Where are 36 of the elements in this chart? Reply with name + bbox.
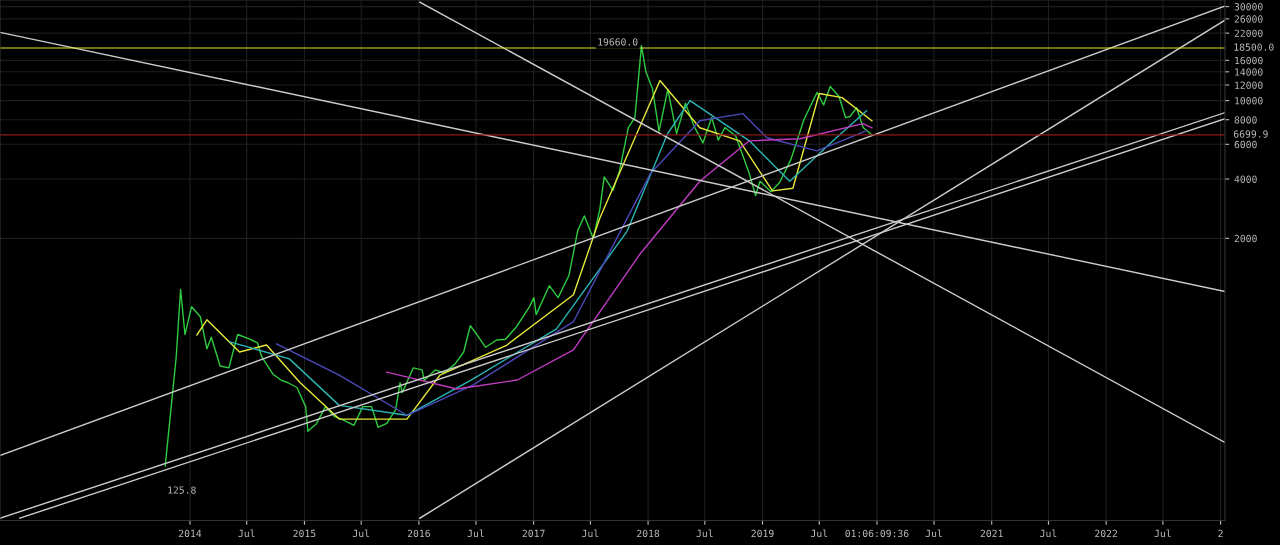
x-tick-label: 2021 — [980, 529, 1003, 538]
x-tick-label: 2019 — [751, 529, 774, 538]
y-tick-label: 16000 — [1235, 56, 1263, 65]
line-series — [385, 122, 873, 390]
x-tick-label: 2 — [1218, 529, 1223, 537]
x-tick-label: 2016 — [407, 529, 430, 538]
y-tick-label: 6000 — [1234, 140, 1257, 149]
y-tick-label: 8000 — [1234, 116, 1257, 124]
ref-line-label: 18500.0 — [1234, 43, 1274, 51]
y-tick-label: 14000 — [1235, 68, 1263, 76]
y-tick-label: 2000 — [1234, 234, 1257, 243]
x-tick-label: 2017 — [522, 529, 545, 538]
x-tick-label: 2014 — [179, 529, 202, 538]
x-tick-label: Jul — [1040, 529, 1057, 538]
y-tick-label: 22000 — [1234, 29, 1263, 37]
x-tick-label: Jul — [810, 529, 828, 538]
x-tick-label: Jul — [238, 529, 255, 538]
x-tick-label: 2022 — [1095, 529, 1118, 538]
x-tick-label: Jul — [925, 529, 942, 538]
x-tick-label: Jul — [467, 529, 484, 538]
x-tick-label: 2015 — [293, 529, 316, 538]
y-tick-label: 26000 — [1234, 15, 1263, 23]
x-tick-label: Jul — [352, 529, 370, 538]
y-tick-label: 12000 — [1235, 81, 1263, 89]
y-tick-label: 10000 — [1235, 97, 1263, 105]
y-tick-label: 4000 — [1234, 175, 1257, 183]
y-tick-label: 30000 — [1234, 3, 1263, 11]
x-tick-label: Jul — [582, 529, 599, 538]
ref-line-label: 6699.9 — [1233, 130, 1268, 138]
annotation: 125.8 — [168, 486, 196, 494]
x-tick-label: Jul — [696, 529, 713, 538]
line-series — [164, 44, 873, 467]
x-tick-label: 2018 — [637, 529, 660, 538]
annotation: 19660.0 — [598, 38, 638, 46]
x-tick-label: Jul — [1154, 529, 1171, 538]
x-tick-label: 01:06:09:36 — [845, 529, 909, 538]
